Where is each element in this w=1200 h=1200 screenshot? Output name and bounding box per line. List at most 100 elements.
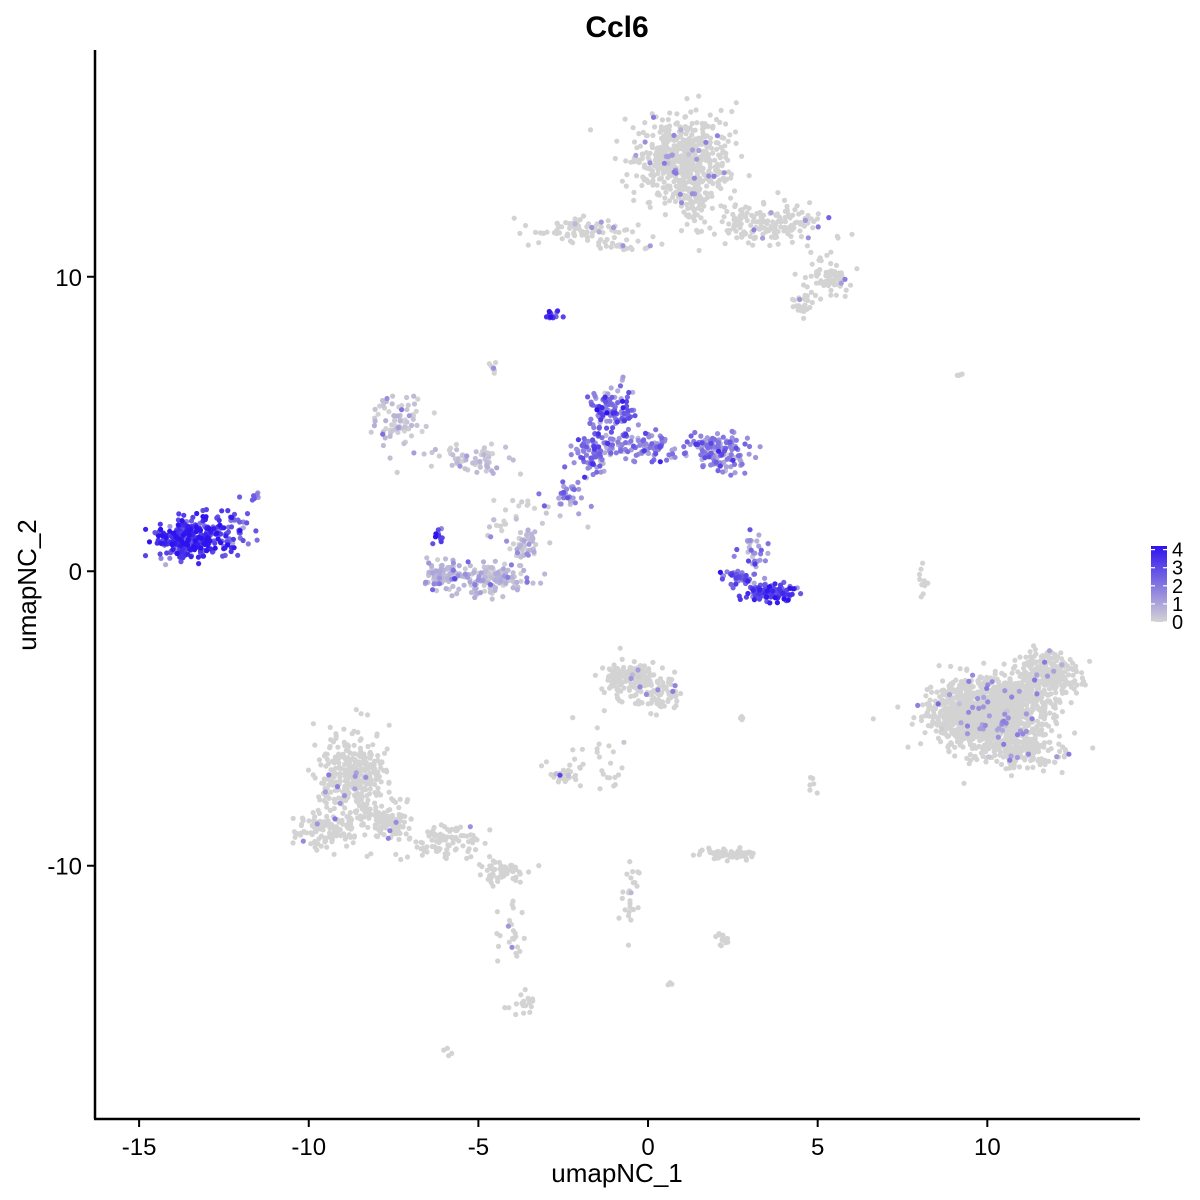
cell-point [570,747,576,753]
cell-point [349,756,355,762]
cell-point [645,179,651,185]
cell-point [814,216,821,222]
cell-point [517,471,524,477]
cell-point [652,124,658,130]
cell-point [462,466,468,472]
cell-point [348,834,354,840]
cell-point [660,170,667,176]
cell-point [530,998,536,1004]
cell-point [492,558,498,564]
cell-point [350,780,357,786]
cell-point [698,215,704,221]
cell-point [670,688,676,695]
cell-point [731,553,737,559]
cell-point [686,142,692,148]
cell-point [414,422,420,428]
cell-point [312,742,318,748]
cell-point [635,905,641,911]
cell-point [794,203,800,209]
cell-point [724,228,730,234]
cell-point [976,705,982,712]
cell-point [1007,676,1013,682]
cell-point [659,699,666,705]
cell-point [1073,690,1079,696]
cell-point [651,172,657,178]
cell-point [621,739,627,745]
cell-point [386,409,392,415]
cell-point [521,538,527,544]
cell-point [514,587,521,593]
cell-point [598,219,604,225]
cell-point [678,690,684,697]
cell-point [1046,698,1053,704]
cell-point [456,586,462,592]
cell-point [413,839,419,845]
cell-point [1001,741,1007,747]
cell-point [402,424,408,430]
cell-point [911,715,917,721]
cell-point [350,840,356,846]
cell-point [698,433,704,439]
cell-point [952,753,958,759]
cell-point [507,546,513,552]
cell-point [450,452,456,458]
cell-point [419,852,425,858]
cell-point [665,183,671,189]
cell-point [1054,754,1060,760]
cell-point [662,200,668,206]
cell-point [818,296,824,302]
cell-point [332,799,338,805]
cell-point [321,780,327,786]
cell-point [970,672,976,678]
cell-point [342,785,348,792]
cell-point [381,767,387,774]
cell-point [365,824,371,831]
cell-point [650,114,657,120]
cell-point [981,660,987,666]
cell-point [488,880,494,886]
cell-point [518,992,524,998]
cell-point [801,295,808,301]
cell-point [339,817,345,823]
cell-point [610,224,617,231]
cell-point [701,203,707,209]
cell-point [980,753,986,760]
cell-point [611,683,617,689]
cell-point [1049,728,1055,734]
cell-point [1040,676,1046,682]
cell-point [994,710,1000,716]
cell-point [622,674,628,680]
cell-point [983,759,989,765]
cell-point [511,215,517,221]
cell-point [720,932,726,938]
cell-point [298,821,305,828]
cell-point [924,701,930,707]
cell-point [935,735,942,741]
cell-point [510,585,516,591]
cell-point [450,840,456,846]
cell-point [1011,760,1017,766]
cell-point [432,446,438,453]
cell-point [398,856,404,863]
cell-point [636,674,642,680]
cell-point [672,198,679,205]
cell-point [322,789,328,795]
cell-point [722,143,728,149]
cell-point [998,761,1005,768]
cell-point [493,360,499,366]
cell-point [827,269,833,275]
cell-point [332,816,338,822]
cell-point [611,662,617,668]
cell-point [663,189,669,195]
cell-point [402,813,408,819]
cell-point [378,792,384,798]
cell-point [686,179,692,185]
cell-point [1002,688,1008,694]
cell-point [395,425,402,431]
cell-point [754,211,760,217]
cell-point [404,394,410,401]
cell-point [756,226,762,232]
cell-point [655,687,661,693]
cell-point [622,227,628,233]
cell-point [685,171,691,177]
